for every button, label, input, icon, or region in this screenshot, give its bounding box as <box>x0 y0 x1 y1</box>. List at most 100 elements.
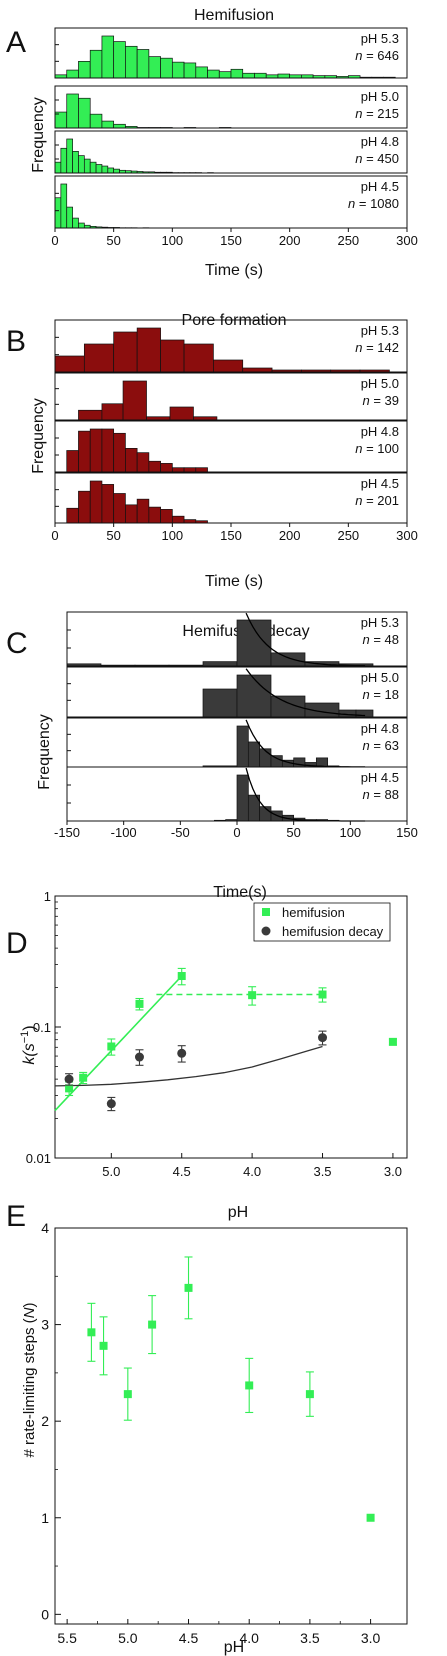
n-count-label: n = 1080 <box>348 196 399 211</box>
x-tick-label: 0 <box>51 528 58 543</box>
ph-label: pH 4.8 <box>361 721 399 736</box>
decay-point <box>134 1052 144 1062</box>
x-tick-label: 150 <box>220 233 242 248</box>
x-tick-label: 100 <box>161 528 183 543</box>
histogram-bar <box>83 158 91 174</box>
histogram-bar <box>89 113 103 129</box>
histogram-bar <box>242 72 255 79</box>
legend-marker-decay <box>261 926 271 936</box>
subplot-frame <box>54 372 408 421</box>
histogram-bar <box>171 467 185 473</box>
decay-point <box>106 1099 116 1109</box>
histogram-bar <box>113 168 120 174</box>
rate-steps-point <box>305 1390 314 1399</box>
histogram-bar <box>78 222 85 229</box>
x-tick-label: 4.5 <box>179 1630 199 1646</box>
x-tick-label: 5.0 <box>118 1630 138 1646</box>
decay-point <box>64 1074 74 1084</box>
histogram-bar <box>54 161 62 174</box>
histogram-bar <box>207 69 220 79</box>
subplot-frame <box>66 611 408 667</box>
y-axis-label-A: Frequency <box>30 97 47 173</box>
n-count-label: n = 63 <box>362 738 399 753</box>
histogram-bar <box>148 460 161 473</box>
x-axis-label-E: pH <box>224 1639 244 1656</box>
y-tick-label: 4 <box>41 1220 49 1236</box>
x-tick-label: 200 <box>279 233 301 248</box>
n-count-label: n = 646 <box>355 48 399 63</box>
x-tick-label: 4.5 <box>173 1164 191 1179</box>
rate-steps-point <box>123 1390 132 1399</box>
decay-point <box>318 1033 328 1043</box>
x-tick-label: 0 <box>233 825 240 840</box>
x-tick-label: 5.0 <box>102 1164 120 1179</box>
ph-label: pH 4.5 <box>361 476 399 491</box>
subplot-frame <box>54 27 408 79</box>
histogram-bar <box>101 165 109 174</box>
n-count-label: n = 88 <box>362 787 399 802</box>
histogram-bar <box>236 674 272 718</box>
hemifusion-point <box>177 972 186 981</box>
histogram-bar <box>213 359 244 373</box>
panel-label-B: B <box>6 325 26 358</box>
histogram-bar <box>148 506 161 524</box>
histogram-bar <box>89 428 103 473</box>
hemifusion-point <box>248 991 257 1000</box>
x-axis-label-B: Time (s) <box>205 573 263 590</box>
histogram-bar <box>54 197 62 229</box>
n-count-label: n = 48 <box>362 632 399 647</box>
rate-steps-point <box>148 1320 157 1329</box>
ph-label: pH 5.3 <box>361 323 399 338</box>
histogram-bar <box>78 430 91 473</box>
histogram-bar <box>169 406 194 421</box>
histogram-bar <box>107 167 115 174</box>
x-tick-label: 0 <box>51 233 58 248</box>
plot-frame-E <box>54 1227 408 1625</box>
histogram-bar <box>160 509 173 524</box>
rate-steps-point <box>245 1381 254 1390</box>
x-tick-label: 3.0 <box>384 1164 402 1179</box>
histogram-bar <box>277 73 291 79</box>
histogram-bar <box>125 45 138 79</box>
histogram-bar <box>101 484 115 524</box>
panel-label-A: A <box>6 26 26 59</box>
chart-title-hemifusion: Hemifusion <box>194 7 274 24</box>
subplot-frame <box>54 85 408 129</box>
panel-label-C: C <box>6 627 28 660</box>
y-tick-label: 0.1 <box>33 1020 51 1035</box>
x-tick-label: 100 <box>161 233 183 248</box>
subplot-frame <box>54 420 408 473</box>
histogram-bar <box>113 493 126 524</box>
panel-label-D: D <box>6 927 28 960</box>
y-axis-label-B: Frequency <box>30 398 47 474</box>
x-tick-label: -50 <box>171 825 190 840</box>
histogram-bar <box>66 69 79 79</box>
n-count-label: n = 215 <box>355 106 399 121</box>
histogram-bar <box>183 519 197 524</box>
histogram-bar <box>113 432 126 473</box>
hemifusion-point <box>135 999 144 1008</box>
histogram-bar <box>183 62 197 79</box>
histogram-bar <box>171 61 185 79</box>
x-tick-label: 300 <box>396 528 418 543</box>
histogram-bar <box>101 120 115 129</box>
y-tick-label: 0 <box>41 1606 49 1622</box>
histogram-bar <box>236 725 249 768</box>
ph-label: pH 4.5 <box>361 179 399 194</box>
histogram-bar <box>202 661 238 667</box>
histogram-bar <box>136 49 150 79</box>
x-tick-label: 150 <box>396 825 418 840</box>
histogram-bar <box>54 355 85 373</box>
histogram-bar <box>183 343 214 373</box>
histogram-bar <box>136 498 150 524</box>
x-tick-label: 300 <box>396 233 418 248</box>
x-tick-label: -150 <box>54 825 80 840</box>
rate-steps-point <box>184 1283 193 1292</box>
histogram-bar <box>171 515 185 524</box>
histogram-bar <box>78 61 91 79</box>
histogram-bar <box>113 41 126 79</box>
hemifusion-fit-line <box>54 975 183 1112</box>
histogram-bar <box>95 164 103 174</box>
histogram-bar <box>101 428 115 473</box>
